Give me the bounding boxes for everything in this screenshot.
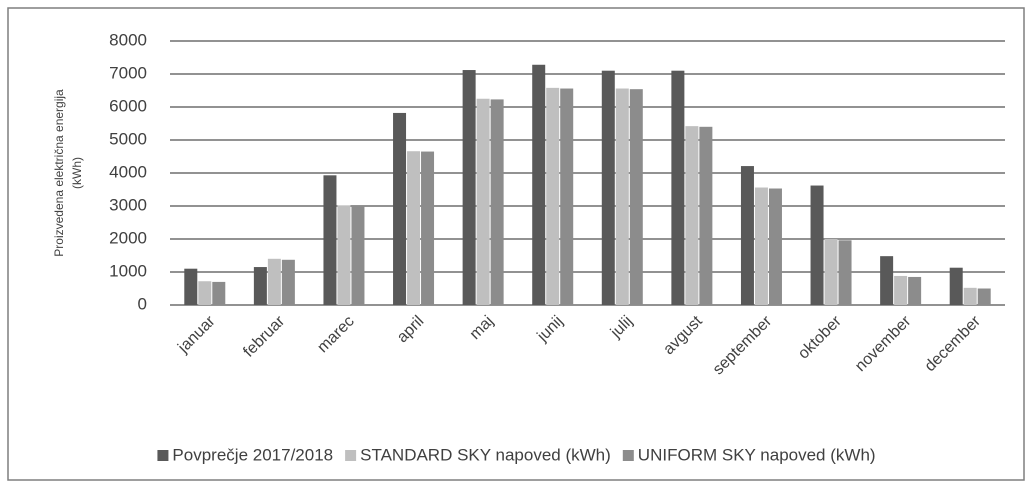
y-tick-label: 0 (138, 294, 147, 313)
bar (615, 88, 629, 306)
chart-border (7, 7, 1025, 481)
legend-label: STANDARD SKY napoved (kWh) (360, 445, 611, 464)
y-tick-label: 5000 (109, 129, 147, 148)
bar (490, 99, 504, 305)
bar (351, 206, 365, 305)
bar (810, 185, 824, 305)
legend-swatch (622, 450, 634, 461)
bar (421, 151, 435, 305)
bar (546, 87, 560, 305)
bar (949, 267, 963, 305)
bar (671, 70, 685, 305)
bar (824, 239, 838, 305)
y-tick-label: 7000 (109, 63, 147, 82)
bar (337, 205, 351, 305)
y-axis-label-line: Proizvedena električna energija (52, 89, 66, 257)
legend-swatch (157, 450, 169, 461)
y-axis-label-line: (kWh) (70, 157, 84, 189)
legend: Povprečje 2017/2018 STANDARD SKY napoved … (157, 445, 876, 464)
y-axis-label: Proizvedena električna energija (kWh) (52, 89, 84, 257)
bar (768, 188, 782, 305)
legend-swatch (345, 450, 357, 461)
bar (198, 281, 212, 305)
bar (184, 268, 198, 305)
bar (476, 98, 490, 305)
bar (532, 64, 546, 305)
bar (685, 126, 699, 305)
y-tick-label: 1000 (109, 261, 147, 280)
legend-label: UNIFORM SKY napoved (kWh) (638, 445, 876, 464)
bar (323, 175, 337, 305)
bar (894, 275, 908, 305)
legend-label: Povprečje 2017/2018 (172, 445, 333, 464)
y-tick-label: 3000 (109, 195, 147, 214)
bar (629, 89, 643, 306)
y-tick-label: 6000 (109, 96, 147, 115)
y-tick-label: 4000 (109, 162, 147, 181)
bar (253, 267, 267, 305)
bar (281, 259, 295, 305)
bar (601, 70, 615, 305)
bar (908, 276, 922, 305)
y-tick-label: 8000 (109, 30, 147, 49)
bar (754, 187, 768, 305)
bar (212, 281, 226, 305)
bar (880, 256, 894, 305)
bar (407, 151, 421, 305)
bar (977, 288, 991, 305)
bar (393, 112, 407, 305)
bar (462, 70, 476, 305)
bar (838, 240, 852, 305)
y-tick-label: 2000 (109, 228, 147, 247)
bar (699, 126, 713, 305)
bar (740, 166, 754, 305)
bar (560, 88, 574, 306)
bar (267, 258, 281, 305)
bar (963, 287, 977, 305)
